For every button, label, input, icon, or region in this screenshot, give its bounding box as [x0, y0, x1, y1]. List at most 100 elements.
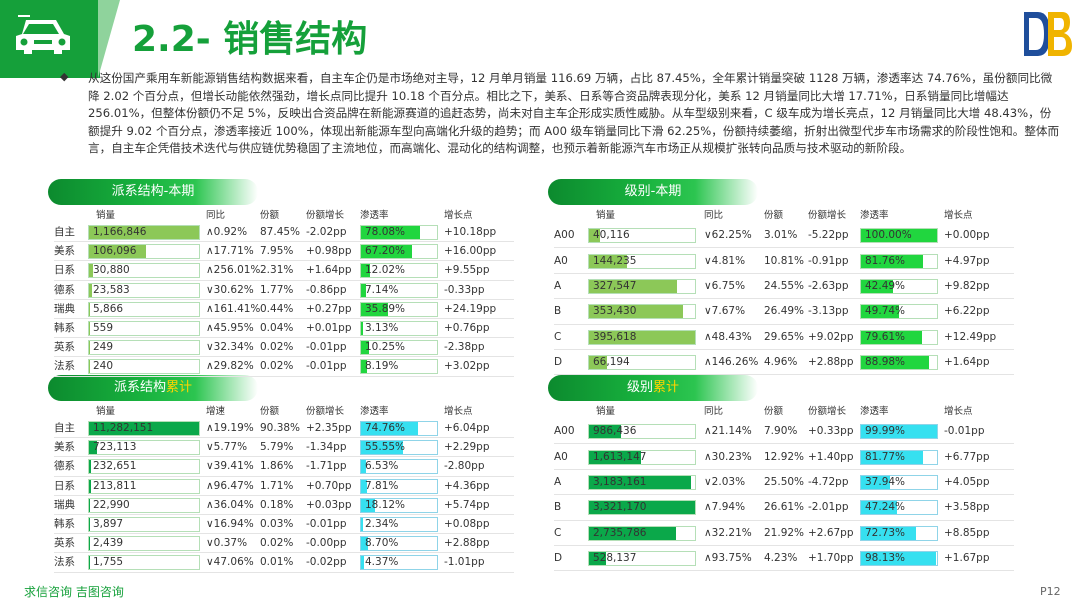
share-change-value: +2.67pp — [808, 526, 854, 539]
sales-bar-fill — [89, 322, 90, 336]
sales-bar-fill — [589, 475, 691, 489]
share-change-value: -4.72pp — [808, 475, 849, 488]
sales-value: 213,811 — [93, 479, 137, 492]
penetration-bar: 2.34% — [360, 517, 438, 533]
penetration-bar-fill — [861, 254, 924, 268]
sales-value: 3,897 — [93, 518, 124, 531]
column-header: 渗透率 — [360, 210, 389, 221]
row-label: 日系 — [54, 479, 75, 492]
sales-value: 2,439 — [93, 537, 124, 550]
sales-bar: 986,436 — [588, 424, 696, 440]
sales-bar-fill — [89, 518, 90, 532]
row-label: 法系 — [54, 360, 75, 373]
row-label: 英系 — [54, 341, 75, 354]
sales-bar-fill — [589, 279, 677, 293]
yoy-value: ∧17.71% — [206, 245, 254, 258]
penetration-bar: 10.25% — [360, 340, 438, 356]
table-row: A 3,183,161 ∨2.03% 25.50% -4.72pp 37.94% +4.05… — [554, 470, 1014, 496]
share-value: 7.90% — [764, 425, 798, 438]
column-header: 份额 — [260, 210, 280, 221]
pill-label: 级别-本期 — [624, 184, 682, 199]
share-change-value: -0.01pp — [306, 341, 347, 354]
brand-logo-icon — [1024, 12, 1072, 56]
growth-value: +8.85pp — [944, 526, 990, 539]
sales-bar: 1,166,846 — [88, 225, 200, 241]
page-number: P12 — [1040, 585, 1061, 598]
table-row: 美系 106,096 ∧17.71% 7.95% +0.98pp 67.20% +16.00… — [54, 242, 514, 262]
yoy-value: ∨39.41% — [206, 460, 254, 473]
bullet-marker: ◆ — [60, 70, 69, 83]
table-row: 英系 249 ∨32.34% 0.02% -0.01pp 10.25% -2.38pp — [54, 338, 514, 358]
share-change-value: +0.03pp — [306, 498, 352, 511]
sales-bar-fill — [589, 552, 606, 566]
sales-bar-fill — [589, 229, 600, 243]
yoy-value: ∧146.26% — [704, 356, 759, 369]
sales-bar-fill — [89, 264, 94, 278]
sales-bar-fill — [589, 254, 628, 268]
table-row: 瑞典 22,990 ∧36.04% 0.18% +0.03pp 18.12% +5.74pp — [54, 496, 514, 515]
penetration-bar-fill — [861, 229, 937, 243]
penetration-value: 81.77% — [865, 450, 906, 463]
sales-bar-fill — [89, 441, 97, 455]
sales-value: 3,321,170 — [593, 501, 647, 514]
share-value: 0.01% — [260, 556, 294, 569]
share-value: 0.02% — [260, 341, 294, 354]
sales-bar-fill — [89, 498, 90, 512]
sales-bar: 249 — [88, 340, 200, 356]
penetration-bar-fill — [361, 341, 369, 355]
sales-bar-fill — [89, 460, 92, 474]
row-label: A — [554, 475, 562, 488]
share-value: 1.86% — [260, 460, 294, 473]
share-change-value: -3.13pp — [808, 305, 849, 318]
yoy-value: ∧36.04% — [206, 498, 254, 511]
penetration-bar-fill — [861, 526, 917, 540]
growth-value: +4.36pp — [444, 479, 490, 492]
share-value: 0.18% — [260, 498, 294, 511]
yoy-value: ∨7.67% — [704, 305, 746, 318]
table-brand-current: 销量 同比 份额 份额增长 渗透率 增长点 自主 1,166,846 ∧0.92% 87.45% -… — [54, 207, 514, 377]
penetration-bar: 81.76% — [860, 253, 938, 269]
yoy-value: ∧29.82% — [206, 360, 254, 373]
share-change-value: +9.02pp — [808, 330, 854, 343]
sales-bar-fill — [89, 226, 199, 240]
table-row: 韩系 3,897 ∨16.94% 0.03% -0.01pp 2.34% +0.08pp — [54, 515, 514, 535]
sales-value: 395,618 — [593, 330, 637, 343]
sales-value: 986,436 — [593, 425, 637, 438]
share-change-value: +0.33pp — [808, 425, 854, 438]
share-change-value: -0.00pp — [306, 537, 347, 550]
penetration-bar: 7.81% — [360, 478, 438, 494]
table-row: 瑞典 5,866 ∧161.41% 0.44% +0.27pp 35.89% +24.19p… — [54, 300, 514, 319]
share-value: 1.77% — [260, 283, 294, 296]
penetration-bar-fill — [361, 360, 368, 374]
table-row: A0 144,235 ∨4.81% 10.81% -0.91pp 81.76% +4.97p… — [554, 248, 1014, 274]
penetration-bar-fill — [861, 305, 899, 319]
share-change-value: -0.91pp — [808, 254, 849, 267]
growth-value: +2.29pp — [444, 441, 490, 454]
table-row: 自主 11,282,151 ∧19.19% 90.38% +2.35pp 74.76% +6… — [54, 419, 514, 439]
column-header: 份额增长 — [306, 210, 345, 221]
growth-value: +0.76pp — [444, 322, 490, 335]
sales-bar: 22,990 — [88, 497, 200, 513]
growth-value: +6.04pp — [444, 422, 490, 435]
penetration-bar: 35.89% — [360, 301, 438, 317]
penetration-value: 67.20% — [365, 245, 406, 258]
sales-bar: 1,613,147 — [588, 449, 696, 465]
table-row: C 395,618 ∧48.43% 29.65% +9.02pp 79.61% +12.49… — [554, 325, 1014, 350]
share-change-value: +0.70pp — [306, 479, 352, 492]
penetration-bar: 74.76% — [360, 421, 438, 437]
sales-bar-fill — [89, 537, 90, 551]
sales-bar-fill — [589, 425, 621, 439]
penetration-bar: 12.02% — [360, 263, 438, 279]
table-row: 法系 1,755 ∨47.06% 0.01% -0.02pp 4.37% -1.01pp — [54, 553, 514, 573]
share-value: 1.71% — [260, 479, 294, 492]
row-label: 瑞典 — [54, 498, 75, 511]
sales-bar: 3,183,161 — [588, 474, 696, 490]
yoy-value: ∨30.62% — [206, 283, 254, 296]
column-header: 份额 — [260, 406, 280, 417]
row-label: 英系 — [54, 537, 75, 550]
row-label: 瑞典 — [54, 302, 75, 315]
growth-value: +1.64pp — [944, 356, 990, 369]
penetration-bar: 100.00% — [860, 228, 938, 244]
sales-bar: 3,897 — [88, 517, 200, 533]
growth-value: -0.33pp — [444, 283, 485, 296]
